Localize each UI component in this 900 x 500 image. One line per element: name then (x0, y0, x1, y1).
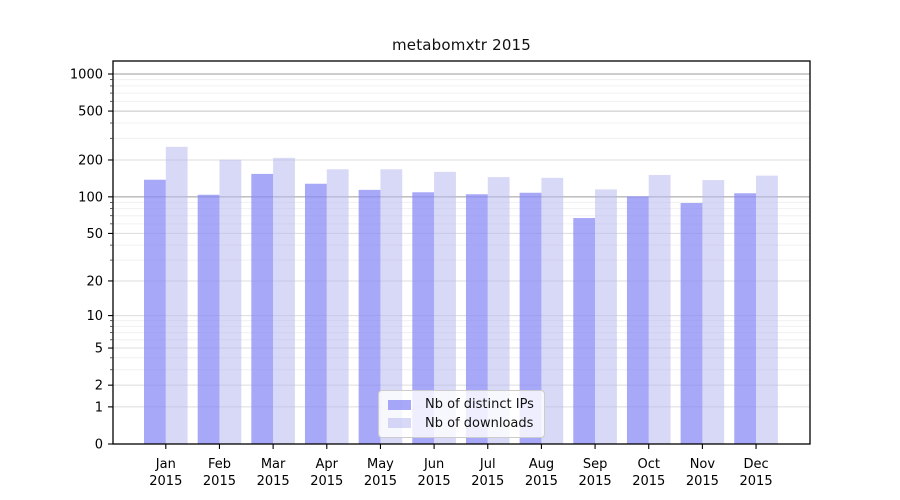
x-tick-label-month: Feb (208, 457, 231, 472)
y-tick-label: 2 (95, 379, 103, 394)
bar-downloads-aug (541, 177, 564, 445)
bar-distinct-ips-aug (519, 192, 542, 444)
bar-distinct-ips-mar (251, 173, 274, 444)
y-tick-label: 1000 (70, 68, 103, 83)
bar-downloads-jun (434, 171, 456, 444)
y-tick-label: 20 (86, 274, 103, 289)
bar-downloads-feb (219, 159, 242, 444)
bar-downloads-sep (595, 189, 617, 444)
plot-frame (112, 60, 811, 445)
x-tick-label-month: Sep (583, 457, 608, 472)
x-tick-label-year: 2015 (310, 474, 343, 489)
legend-item-distinct-ips: Nb of distinct IPs (388, 397, 535, 412)
bar-downloads-dec (756, 175, 778, 444)
x-tick-label-year: 2015 (203, 474, 236, 489)
legend-label-downloads: Nb of downloads (425, 415, 534, 431)
x-tick-label-month: Jul (479, 457, 496, 472)
bar-downloads-jul (487, 177, 510, 445)
y-tick-label: 500 (78, 105, 103, 120)
x-tick-label-month: Dec (743, 457, 768, 472)
chart-title: metabomxtr 2015 (391, 36, 532, 54)
x-tick-label-month: Aug (529, 457, 554, 472)
x-tick-label-month: Jun (423, 457, 444, 472)
bar-distinct-ips-may (358, 189, 381, 444)
bar-distinct-ips-jan (144, 179, 166, 444)
bar-downloads-mar (273, 157, 295, 445)
legend-item-downloads: Nb of downloads (388, 416, 535, 431)
x-tick-label-month: Jan (155, 457, 176, 472)
y-tick-label: 0 (95, 438, 103, 453)
y-tick-label: 200 (78, 153, 103, 168)
x-tick-label-month: Oct (637, 457, 659, 472)
x-tick-label-year: 2015 (632, 474, 665, 489)
bar-downloads-oct (648, 174, 671, 444)
x-tick-label-month: May (367, 457, 394, 472)
chart-legend: Nb of distinct IPs Nb of downloads (378, 390, 545, 438)
y-tick-label: 100 (78, 190, 103, 205)
y-tick-label: 10 (86, 309, 103, 324)
x-tick-label-year: 2015 (149, 474, 182, 489)
bar-distinct-ips-dec (734, 193, 757, 444)
bar-distinct-ips-jul (465, 194, 488, 444)
bar-distinct-ips-oct (626, 196, 649, 444)
bar-downloads-may (380, 169, 403, 444)
x-tick-label-year: 2015 (686, 474, 719, 489)
bar-downloads-jan (165, 146, 188, 444)
x-tick-label-year: 2015 (471, 474, 504, 489)
bar-distinct-ips-jun (412, 192, 435, 444)
bar-downloads-apr (326, 169, 349, 444)
bar-distinct-ips-feb (197, 194, 220, 444)
bar-distinct-ips-apr (304, 183, 327, 444)
y-tick-label: 1 (95, 400, 103, 415)
y-tick-label: 50 (86, 227, 103, 242)
x-tick-label-month: Mar (261, 457, 286, 472)
x-tick-label-year: 2015 (364, 474, 397, 489)
x-tick-label-month: Nov (690, 457, 716, 472)
bar-distinct-ips-sep (573, 218, 596, 444)
x-tick-label-year: 2015 (257, 474, 290, 489)
x-tick-label-year: 2015 (525, 474, 558, 489)
legend-swatch-distinct-ips-icon (388, 399, 411, 410)
y-tick-label: 5 (95, 342, 103, 357)
bar-downloads-nov (702, 180, 725, 445)
x-tick-label-month: Apr (316, 457, 339, 472)
legend-label-distinct-ips: Nb of distinct IPs (425, 397, 534, 413)
x-tick-label-year: 2015 (579, 474, 612, 489)
x-tick-label-year: 2015 (418, 474, 451, 489)
bar-distinct-ips-nov (680, 203, 703, 444)
x-tick-label-year: 2015 (740, 474, 773, 489)
legend-swatch-downloads-icon (388, 418, 411, 429)
